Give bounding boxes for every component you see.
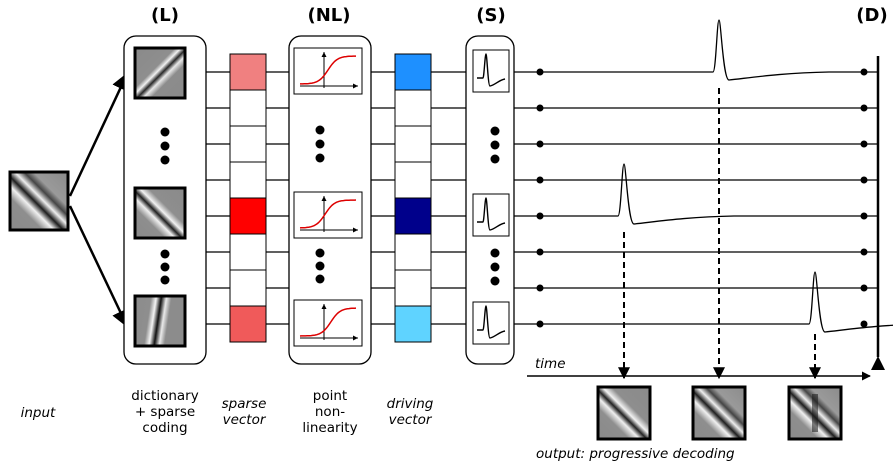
driving-vector-column (394, 53, 432, 343)
label-sparse-vector: sparse vector (210, 396, 278, 428)
spike-ellipsis-2 (490, 248, 500, 286)
nonlinearity-plot (293, 299, 363, 347)
sparse-vector-cell (229, 197, 267, 235)
label-input: input (20, 405, 56, 421)
spike-shape-plots (472, 49, 510, 345)
sparse-vector-cell (229, 161, 267, 199)
nonlinearity-plots (293, 47, 363, 347)
driving-vector-cell (394, 305, 432, 343)
spike-train (514, 248, 878, 256)
arrow-to-top-atom (68, 72, 129, 197)
driving-vector-cell (394, 233, 432, 271)
spike-trains (514, 19, 893, 333)
label-dictionary-line-1: dictionary (131, 388, 199, 404)
sparse-vector-column (229, 53, 267, 343)
sparse-vector-cell (229, 305, 267, 343)
spike-train (514, 140, 878, 148)
dictionary-atom-1 (133, 46, 187, 100)
label-driving-vector-line-2: vector (388, 412, 432, 428)
spike-shape-plot (472, 193, 510, 237)
driving-vector-cell (394, 125, 432, 163)
header-NL: (NL) (307, 5, 351, 26)
label-driving-vector-line-1: driving (386, 396, 434, 412)
label-dictionary: dictionary + sparse coding (112, 388, 218, 436)
label-point-nonlinearity: point non- linearity (290, 388, 370, 436)
dictionary-ellipsis-1 (160, 127, 170, 165)
label-time: time (535, 356, 566, 372)
driving-vector-cell (394, 269, 432, 307)
spike-train (514, 176, 878, 184)
output-patch-3 (787, 385, 843, 441)
spike-train (514, 104, 878, 112)
label-point-nonlinearity-line-1: point (312, 388, 348, 404)
sparse-vector-cell (229, 53, 267, 91)
label-driving-vector: driving vector (372, 396, 448, 428)
arrow-to-bottom-atom (68, 205, 129, 328)
driving-vector-cell (394, 89, 432, 127)
header-S: (S) (476, 5, 506, 26)
driving-vector-cell (394, 161, 432, 199)
sparse-vector-cell (229, 125, 267, 163)
spike-train (514, 284, 878, 292)
nonlinearity-ellipsis-2 (315, 248, 325, 284)
spike-train (514, 163, 878, 225)
nonlinearity-plot (293, 191, 363, 239)
label-point-nonlinearity-line-2: non- (314, 404, 346, 420)
label-dictionary-line-2: + sparse (134, 404, 196, 420)
sparse-vector-cell (229, 269, 267, 307)
spike-ellipsis-1 (490, 126, 500, 164)
output-patch-1 (596, 385, 652, 441)
label-point-nonlinearity-line-3: linearity (302, 420, 358, 436)
spike-train (514, 19, 878, 81)
sparse-vector-cell (229, 233, 267, 271)
driving-vector-cell (394, 197, 432, 235)
header-L: (L) (151, 5, 179, 26)
dictionary-ellipsis-2 (160, 249, 170, 285)
label-output: output: progressive decoding (536, 446, 735, 462)
header-D: (D) (856, 5, 888, 26)
spike-shape-plot (472, 301, 510, 345)
nonlinearity-ellipsis-1 (315, 125, 325, 163)
sparse-vector-cell (229, 89, 267, 127)
driving-vector-cell (394, 53, 432, 91)
spike-shape-plot (472, 49, 510, 93)
input-patch (8, 170, 70, 232)
dictionary-atom-3 (133, 294, 187, 348)
label-sparse-vector-line-1: sparse (221, 396, 267, 412)
nonlinearity-plot (293, 47, 363, 95)
label-dictionary-line-3: coding (142, 420, 188, 436)
decoder-triangle (871, 356, 885, 370)
dictionary-atom-2 (133, 186, 187, 240)
label-sparse-vector-line-2: vector (222, 412, 266, 428)
spike-train (514, 271, 893, 333)
output-patch-2 (691, 385, 747, 441)
